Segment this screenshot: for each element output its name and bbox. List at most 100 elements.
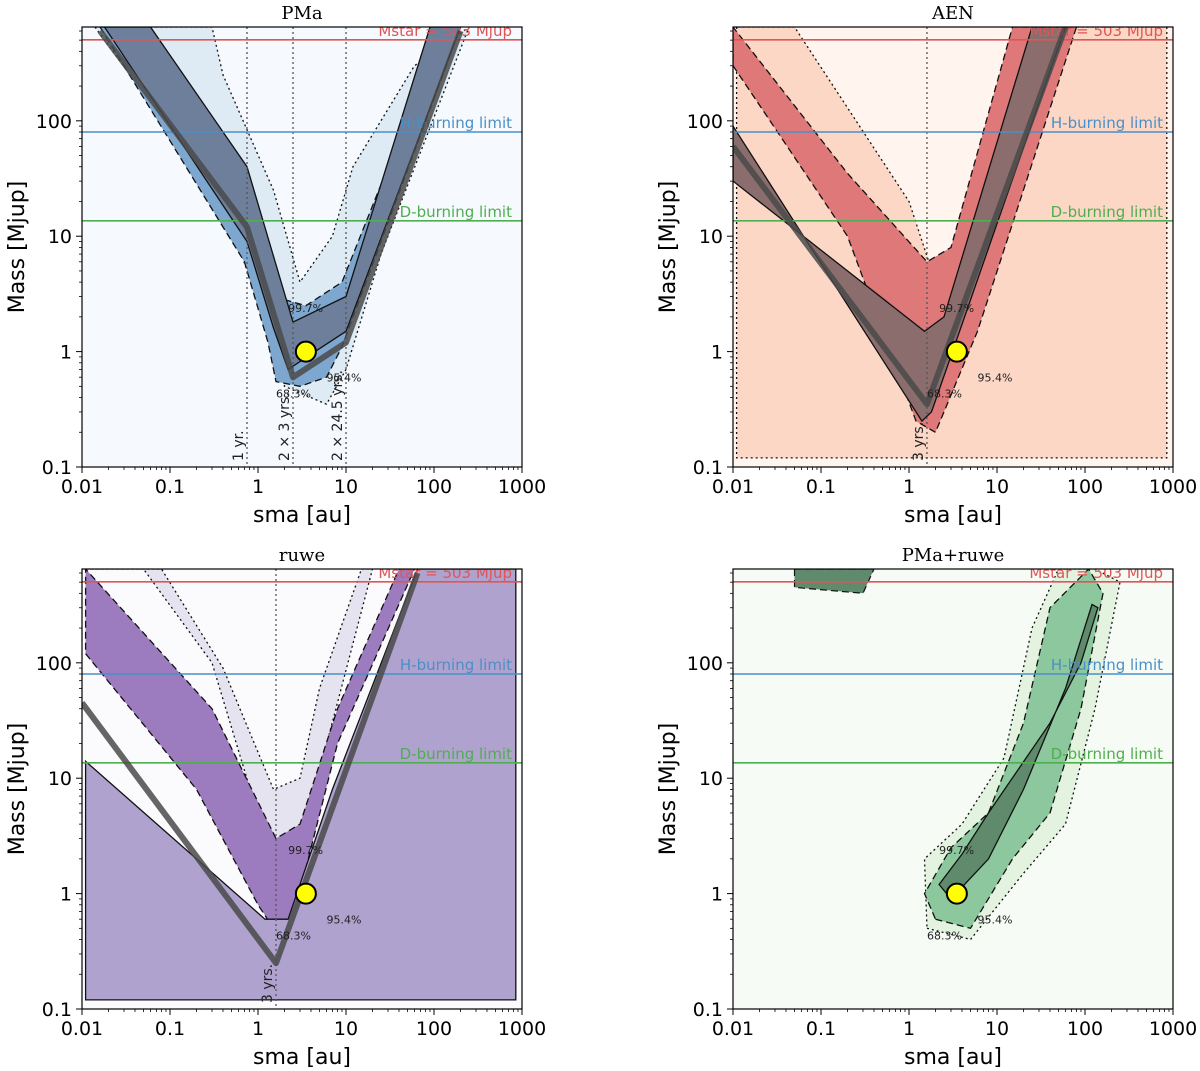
sensitivity-curve (82, 571, 421, 967)
x-tick-label: 10 (334, 1018, 358, 1040)
companion-marker (294, 882, 317, 905)
ref-label: H-burning limit (400, 656, 512, 674)
x-tick-label: 0.1 (806, 1018, 836, 1040)
ref-label: D-burning limit (1051, 745, 1163, 763)
ref-label: Mstar = 503 Mjup (1029, 564, 1163, 582)
y-tick-label: 1 (711, 884, 723, 906)
contour-l68 (938, 603, 1099, 900)
contour-label: 95.4% (977, 914, 1012, 927)
x-tick-label: 0.01 (61, 476, 103, 498)
y-tick-label: 10 (699, 226, 723, 248)
ref-label: Mstar = 503 Mjup (378, 564, 512, 582)
x-axis-label: sma [au] (253, 503, 351, 528)
x-tick-label: 100 (416, 1018, 452, 1040)
x-tick-label: 10 (985, 476, 1009, 498)
x-tick-label: 1000 (498, 476, 546, 498)
y-tick-label: 1 (711, 342, 723, 364)
y-axis-label: Mass [Mjup] (656, 181, 681, 314)
ref-label: Mstar = 503 Mjup (1029, 22, 1163, 40)
x-tick-label: 1000 (498, 1018, 546, 1040)
companion-marker (945, 882, 968, 905)
contour-label: 68.3% (927, 388, 962, 401)
contour-label: 99.7% (288, 844, 323, 857)
companion-marker (294, 340, 317, 363)
y-tick-label: 0.1 (693, 999, 723, 1021)
x-tick-label: 1 (903, 476, 915, 498)
x-tick-label: 1000 (1149, 476, 1197, 498)
period-label: 2 × 3 yrs. (277, 392, 293, 461)
ref-label: D-burning limit (400, 203, 512, 221)
y-tick-label: 1 (60, 342, 72, 364)
x-tick-label: 100 (1067, 476, 1103, 498)
sensitivity-curve (733, 27, 1069, 408)
y-tick-label: 10 (48, 226, 72, 248)
x-tick-label: 0.1 (155, 476, 185, 498)
y-tick-label: 0.1 (42, 999, 72, 1021)
ref-label: Mstar = 503 Mjup (378, 22, 512, 40)
x-tick-label: 1 (252, 1018, 264, 1040)
contour-l95 (84, 569, 416, 930)
panel-title: PMa (281, 3, 323, 24)
x-axis-label: sma [au] (904, 1045, 1002, 1070)
ref-label: D-burning limit (1051, 203, 1163, 221)
subplot-grid: 1 yr. 2 × 3 yrs. 2 × 24.5 yrs. Mstar = 503 … (5, 3, 1197, 1070)
y-tick-label: 100 (687, 653, 723, 675)
panel-title: AEN (931, 3, 974, 24)
x-tick-label: 0.1 (806, 476, 836, 498)
y-tick-label: 0.1 (693, 457, 723, 479)
y-axis-label: Mass [Mjup] (5, 723, 30, 856)
ref-label: D-burning limit (400, 745, 512, 763)
x-tick-label: 1 (252, 476, 264, 498)
contour-l68 (103, 27, 462, 371)
sensitivity-curve (97, 29, 464, 381)
y-axis-label: Mass [Mjup] (5, 181, 30, 314)
x-tick-label: 10 (334, 476, 358, 498)
contour-label: 68.3% (276, 388, 311, 401)
y-axis-label: Mass [Mjup] (656, 723, 681, 856)
contour-label: 95.4% (977, 372, 1012, 385)
contour-label: 99.7% (939, 302, 974, 315)
contour-label: 95.4% (326, 372, 361, 385)
plot-area: 3 yrs. Mstar = 503 Mjup H-burning limit D-b… (82, 564, 522, 1009)
y-tick-label: 100 (36, 653, 72, 675)
companion-marker (945, 340, 968, 363)
y-tick-label: 10 (699, 768, 723, 790)
x-tick-label: 1000 (1149, 1018, 1197, 1040)
x-axis-label: sma [au] (253, 1045, 351, 1070)
ref-label: H-burning limit (1051, 656, 1163, 674)
period-label: 2 × 24.5 yrs. (330, 370, 346, 461)
panel-3: 3 yrs. Mstar = 503 Mjup H-burning limit D-b… (5, 545, 546, 1070)
x-tick-label: 0.01 (712, 476, 754, 498)
contour-label: 68.3% (927, 930, 962, 943)
contour-label: 99.7% (939, 844, 974, 857)
y-tick-label: 100 (687, 111, 723, 133)
plot-area: Mstar = 503 Mjup H-burning limit D-burning… (733, 564, 1173, 1009)
y-tick-label: 10 (48, 768, 72, 790)
y-tick-label: 100 (36, 111, 72, 133)
x-axis-label: sma [au] (904, 503, 1002, 528)
x-tick-label: 0.1 (155, 1018, 185, 1040)
period-label: 3 yrs. (260, 964, 276, 1003)
y-tick-label: 0.1 (42, 457, 72, 479)
panel-title: PMa+ruwe (902, 545, 1005, 566)
contour-label: 95.4% (326, 914, 361, 927)
x-tick-label: 10 (985, 1018, 1009, 1040)
ref-label: H-burning limit (400, 114, 512, 132)
x-tick-label: 1 (903, 1018, 915, 1040)
contour-l68 (84, 569, 517, 1001)
contour-label: 99.7% (288, 302, 323, 315)
ref-label: H-burning limit (1051, 114, 1163, 132)
x-tick-label: 100 (416, 476, 452, 498)
panel-title: ruwe (279, 545, 325, 566)
panel-2: 3 yrs. Mstar = 503 Mjup H-burning limit D-b… (656, 3, 1197, 528)
x-tick-label: 0.01 (61, 1018, 103, 1040)
period-label: 1 yr. (231, 430, 247, 461)
plot-area: 1 yr. 2 × 3 yrs. 2 × 24.5 yrs. Mstar = 503 … (82, 22, 522, 467)
plot-area: 3 yrs. Mstar = 503 Mjup H-burning limit D-b… (733, 22, 1173, 467)
contour-label: 68.3% (276, 930, 311, 943)
x-tick-label: 0.01 (712, 1018, 754, 1040)
contour-l95 (923, 569, 1104, 930)
y-tick-label: 1 (60, 884, 72, 906)
panel-1: 1 yr. 2 × 3 yrs. 2 × 24.5 yrs. Mstar = 503 … (5, 3, 546, 528)
